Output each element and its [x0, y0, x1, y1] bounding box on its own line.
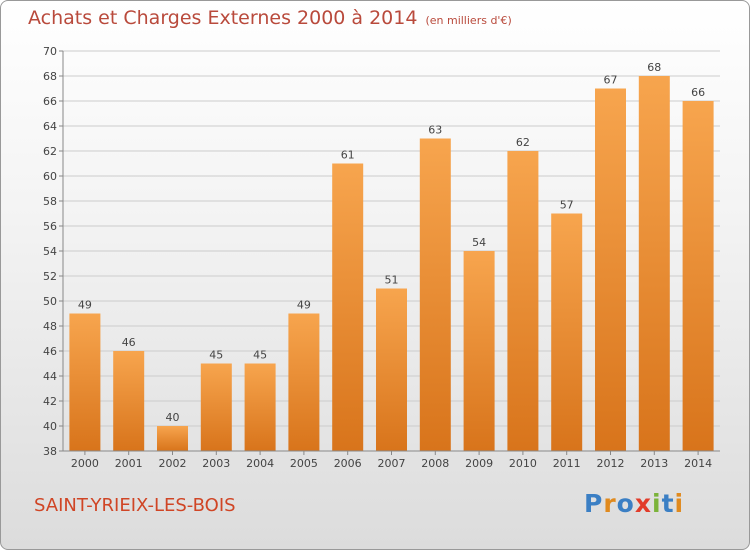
y-tick-label: 44: [43, 370, 57, 383]
commune-name: SAINT-YRIEIX-LES-BOIS: [34, 495, 236, 516]
bar: [200, 363, 232, 451]
bar-value-label: 45: [253, 349, 267, 362]
bar: [288, 313, 320, 451]
y-tick-label: 60: [43, 170, 57, 183]
y-tick-label: 38: [43, 445, 57, 458]
bar: [244, 363, 276, 451]
bar-value-label: 66: [691, 86, 705, 99]
y-tick-label: 54: [43, 245, 57, 258]
bar: [595, 88, 626, 451]
x-tick-label: 2002: [159, 457, 187, 470]
x-tick-label: 2009: [465, 457, 493, 470]
x-tick-label: 2010: [509, 457, 537, 470]
bar-value-label: 51: [385, 274, 399, 287]
logo-letter: i: [652, 489, 662, 518]
x-tick-label: 2007: [378, 457, 406, 470]
bar-value-label: 46: [122, 336, 136, 349]
y-tick-label: 46: [43, 345, 57, 358]
logo-letter: o: [616, 489, 635, 518]
chart-title: Achats et Charges Externes 2000 à 2014 (e…: [28, 7, 512, 29]
x-tick-label: 2005: [290, 457, 318, 470]
y-tick-label: 64: [43, 120, 57, 133]
x-tick-label: 2006: [334, 457, 362, 470]
bar-value-label: 61: [341, 149, 355, 162]
y-tick-label: 50: [43, 295, 57, 308]
bar-value-label: 45: [209, 349, 223, 362]
proxiti-logo[interactable]: Proxiti: [584, 489, 684, 518]
bar: [332, 163, 364, 451]
bar: [376, 288, 407, 451]
bar-value-label: 40: [166, 411, 180, 424]
x-tick-label: 2012: [597, 457, 625, 470]
x-tick-label: 2011: [553, 457, 581, 470]
bar: [463, 251, 495, 451]
logo-letter: i: [674, 489, 685, 518]
bar: [419, 138, 451, 451]
bar-value-label: 63: [428, 124, 442, 137]
y-axis: 38 40 42 44 46 48 50 52 54 56 58 60 62 64 66 68 70: [43, 45, 64, 458]
y-tick-label: 68: [43, 70, 57, 83]
y-tick-label: 56: [43, 220, 57, 233]
bar-value-label: 54: [472, 236, 486, 249]
x-tick-label: 2003: [202, 457, 230, 470]
y-tick-label: 52: [43, 270, 57, 283]
y-tick-label: 40: [43, 420, 57, 433]
bar: [507, 151, 539, 451]
bar-value-label: 57: [560, 199, 574, 212]
y-tick-label: 58: [43, 195, 57, 208]
x-tick-label: 2001: [115, 457, 143, 470]
bar-value-label: 67: [604, 74, 618, 87]
bar: [113, 351, 145, 451]
bar-value-label: 62: [516, 136, 530, 149]
y-tick-label: 42: [43, 395, 57, 408]
logo-letter: x: [634, 489, 652, 518]
y-tick-label: 66: [43, 95, 57, 108]
chart-title-text: Achats et Charges Externes 2000 à 2014: [28, 7, 418, 29]
logo-letter: t: [661, 489, 675, 518]
bar: [682, 101, 714, 451]
x-tick-label: 2008: [421, 457, 449, 470]
y-tick-label: 48: [43, 320, 57, 333]
bar: [638, 76, 670, 451]
bar: [69, 313, 101, 451]
bar-value-label: 68: [647, 61, 661, 74]
bars: 49 46 40 45 45 49 61 51 63 54 62 57 67 68 66: [69, 61, 714, 451]
logo-letter: r: [603, 489, 617, 518]
y-tick-label: 70: [43, 45, 57, 58]
bar: [551, 213, 583, 451]
x-tick-label: 2004: [246, 457, 274, 470]
logo-letter: P: [584, 489, 604, 518]
y-tick-label: 62: [43, 145, 57, 158]
bar-value-label: 49: [297, 299, 311, 312]
x-tick-label: 2013: [640, 457, 668, 470]
bar-value-label: 49: [78, 299, 92, 312]
x-tick-label: 2014: [684, 457, 712, 470]
x-axis: 2000 2001 2002 2003 2004 2005 2006 2007 2008 2009…: [63, 450, 720, 470]
bar: [157, 426, 188, 451]
chart-subtitle: (en milliers d'€): [425, 14, 512, 27]
x-tick-label: 2000: [71, 457, 99, 470]
